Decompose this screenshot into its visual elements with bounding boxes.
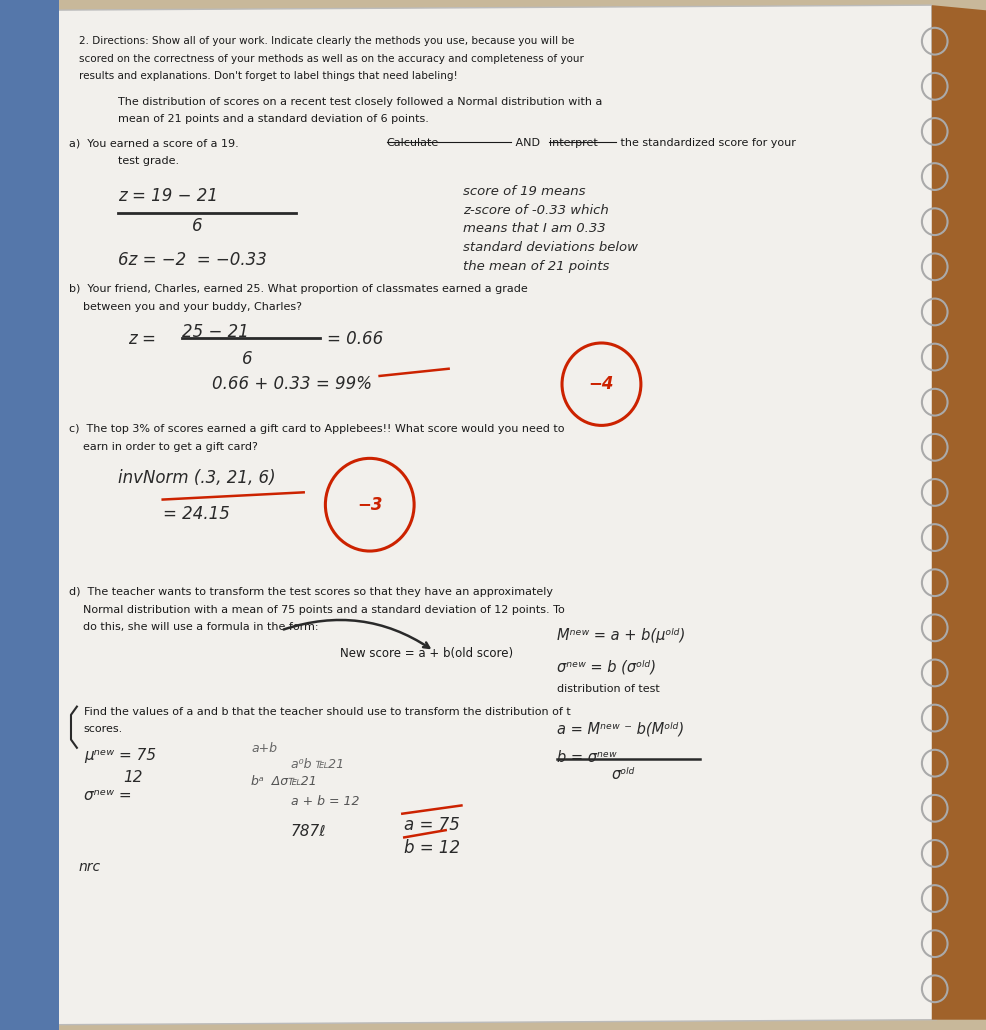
Text: the standardized score for your: the standardized score for your — [617, 138, 796, 148]
Text: a⁰b ℡21: a⁰b ℡21 — [291, 758, 344, 771]
Text: c)  The top 3% of scores earned a gift card to Applebees!! What score would you : c) The top 3% of scores earned a gift ca… — [69, 424, 565, 435]
Text: results and explanations. Don't forget to label things that need labeling!: results and explanations. Don't forget t… — [79, 71, 458, 81]
Text: z =: z = — [128, 330, 162, 347]
Text: scored on the correctness of your methods as well as on the accuracy and complet: scored on the correctness of your method… — [79, 54, 584, 64]
Text: 25 − 21: 25 − 21 — [182, 323, 249, 341]
Text: The distribution of scores on a recent test closely followed a Normal distributi: The distribution of scores on a recent t… — [118, 97, 602, 107]
Text: mean of 21 points and a standard deviation of 6 points.: mean of 21 points and a standard deviati… — [118, 114, 429, 125]
Polygon shape — [932, 5, 986, 1020]
Text: earn in order to get a gift card?: earn in order to get a gift card? — [69, 442, 258, 452]
Text: 787ℓ: 787ℓ — [291, 824, 326, 839]
Text: the mean of 21 points: the mean of 21 points — [463, 260, 609, 273]
Text: test grade.: test grade. — [118, 156, 179, 166]
Text: σⁿᵉʷ = b (σᵒˡᵈ): σⁿᵉʷ = b (σᵒˡᵈ) — [557, 659, 657, 675]
Text: a+b: a+b — [251, 742, 277, 755]
Text: z = 19 − 21: z = 19 − 21 — [118, 187, 218, 205]
Text: Calculate: Calculate — [387, 138, 439, 148]
Text: invNorm (.3, 21, 6): invNorm (.3, 21, 6) — [118, 469, 276, 486]
Polygon shape — [0, 0, 59, 1030]
Text: σⁿᵉʷ =: σⁿᵉʷ = — [84, 788, 131, 803]
Text: 6z = −2  = −0.33: 6z = −2 = −0.33 — [118, 251, 267, 269]
Text: do this, she will use a formula in the form:: do this, she will use a formula in the f… — [69, 622, 318, 632]
Text: a)  You earned a score of a 19.: a) You earned a score of a 19. — [69, 138, 243, 148]
Text: b = 12: b = 12 — [404, 839, 460, 857]
Text: Mⁿᵉʷ = a + b(μᵒˡᵈ): Mⁿᵉʷ = a + b(μᵒˡᵈ) — [557, 628, 685, 644]
Text: a = 75: a = 75 — [404, 816, 460, 833]
Text: 6: 6 — [192, 217, 203, 235]
Text: Normal distribution with a mean of 75 points and a standard deviation of 12 poin: Normal distribution with a mean of 75 po… — [69, 605, 565, 615]
Text: 12: 12 — [123, 770, 143, 786]
Text: New score = a + b(old score): New score = a + b(old score) — [340, 647, 514, 660]
Text: nrc: nrc — [79, 860, 101, 874]
Text: distribution of test: distribution of test — [557, 684, 660, 694]
Polygon shape — [25, 5, 937, 1025]
Text: = 24.15: = 24.15 — [163, 505, 230, 522]
Text: 2. Directions: Show all of your work. Indicate clearly the methods you use, beca: 2. Directions: Show all of your work. In… — [79, 36, 574, 46]
Text: −3: −3 — [357, 495, 383, 514]
Text: b)  Your friend, Charles, earned 25. What proportion of classmates earned a grad: b) Your friend, Charles, earned 25. What… — [69, 284, 528, 295]
Text: d)  The teacher wants to transform the test scores so that they have an approxim: d) The teacher wants to transform the te… — [69, 587, 553, 597]
Text: scores.: scores. — [84, 724, 123, 734]
Text: 6: 6 — [242, 350, 252, 368]
Text: = 0.66: = 0.66 — [327, 330, 384, 347]
Text: means that I am 0.33: means that I am 0.33 — [463, 222, 606, 236]
Text: z-score of -0.33 which: z-score of -0.33 which — [463, 204, 609, 217]
Text: bᵃ  Δσ℡21: bᵃ Δσ℡21 — [251, 775, 317, 788]
Text: between you and your buddy, Charles?: between you and your buddy, Charles? — [69, 302, 302, 312]
Text: −4: −4 — [589, 375, 614, 393]
Text: standard deviations below: standard deviations below — [463, 241, 638, 254]
Text: σᵒˡᵈ: σᵒˡᵈ — [611, 767, 635, 783]
Text: b = σⁿᵉʷ: b = σⁿᵉʷ — [557, 750, 616, 765]
Text: a + b = 12: a + b = 12 — [291, 795, 359, 809]
Text: interpret: interpret — [549, 138, 598, 148]
Text: Find the values of a and b that the teacher should use to transform the distribu: Find the values of a and b that the teac… — [84, 707, 571, 717]
Text: 0.66 + 0.33 = 99%: 0.66 + 0.33 = 99% — [212, 375, 372, 392]
Text: μⁿᵉʷ = 75: μⁿᵉʷ = 75 — [84, 748, 156, 763]
Text: AND: AND — [512, 138, 543, 148]
Text: score of 19 means: score of 19 means — [463, 185, 586, 199]
Text: a = Mⁿᵉʷ ⁻ b(Mᵒˡᵈ): a = Mⁿᵉʷ ⁻ b(Mᵒˡᵈ) — [557, 721, 684, 736]
